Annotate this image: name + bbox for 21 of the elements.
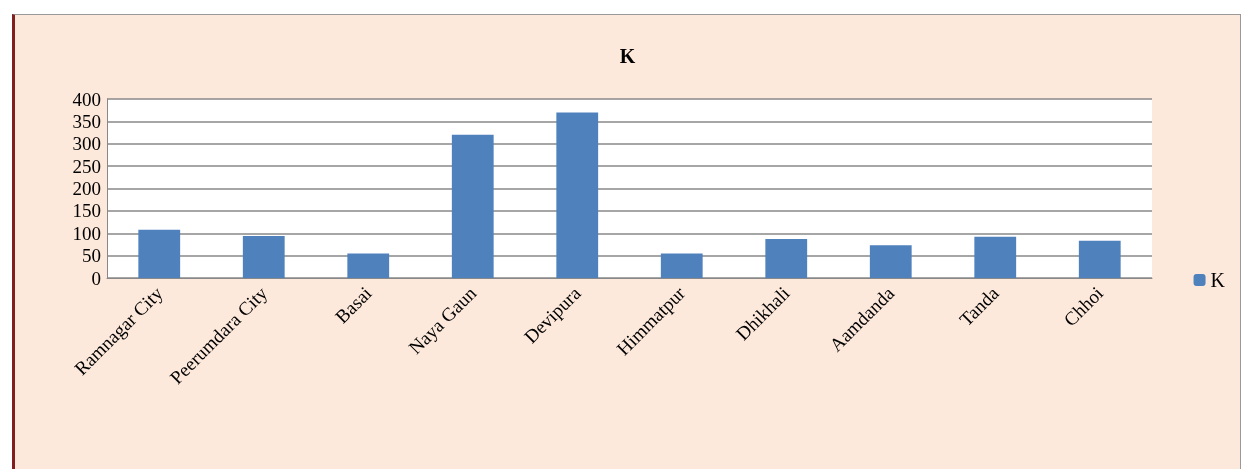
- y-tick-label: 50: [82, 245, 101, 267]
- y-tick-label: 0: [91, 267, 101, 289]
- chart-title: K: [619, 45, 636, 67]
- bar: [765, 239, 808, 278]
- y-tick-label: 400: [72, 88, 101, 110]
- bar: [1078, 240, 1121, 278]
- y-tick-label: 150: [72, 200, 101, 222]
- y-tick-label: 200: [72, 178, 101, 199]
- bar: [347, 253, 390, 278]
- y-tick-label: 100: [72, 222, 101, 244]
- bar: [451, 134, 494, 278]
- y-tick-label: 300: [72, 133, 101, 155]
- bar: [138, 229, 181, 278]
- bar: [556, 112, 599, 278]
- bar: [242, 235, 285, 278]
- bar: [974, 236, 1017, 278]
- bar: [869, 245, 912, 278]
- y-tick-label: 350: [72, 110, 101, 132]
- bar: [660, 253, 703, 278]
- legend-label: K: [1210, 269, 1226, 291]
- y-tick-label: 250: [72, 155, 101, 177]
